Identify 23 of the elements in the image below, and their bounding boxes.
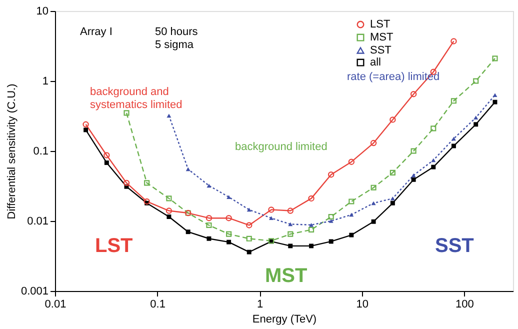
annotation: MST <box>265 265 308 287</box>
legend-label: SST <box>370 44 392 56</box>
annotation: Array I <box>80 26 112 38</box>
y-tick-label: 10 <box>36 6 48 18</box>
legend-label: LST <box>370 18 390 30</box>
x-tick-label: 1 <box>257 298 264 310</box>
y-axis-title: Differential sensitivity (C.U.) <box>6 84 18 220</box>
annotation: LST <box>95 235 133 257</box>
x-tick-label: 0.01 <box>44 298 66 310</box>
legend-label: all <box>370 56 382 68</box>
x-axis-title: Energy (TeV) <box>252 314 317 326</box>
x-tick-label: 100 <box>456 298 474 310</box>
annotation: 50 hours 5 sigma <box>155 26 198 51</box>
x-tick-label: 10 <box>356 298 369 310</box>
y-tick-label: 1 <box>42 76 48 88</box>
annotation: background limited <box>235 141 328 153</box>
x-tick-label: 0.1 <box>150 298 166 310</box>
y-tick-label: 0.001 <box>20 286 48 298</box>
annotation: SST <box>435 235 474 257</box>
annotation: background and systematics limited <box>90 86 182 111</box>
y-tick-label: 0.1 <box>33 146 48 158</box>
y-tick-label: 0.01 <box>27 216 48 228</box>
legend-label: MST <box>370 32 394 44</box>
